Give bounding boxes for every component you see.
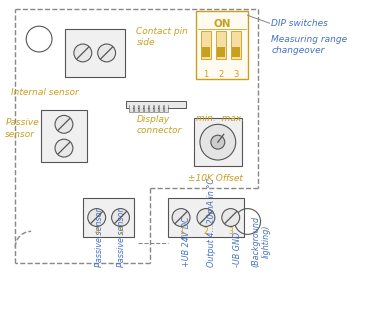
Circle shape	[88, 209, 106, 226]
Text: Passive
sensor: Passive sensor	[5, 118, 39, 139]
Text: Passive sensor: Passive sensor	[117, 208, 126, 267]
Bar	[194, 118, 242, 166]
Text: ON: ON	[213, 19, 230, 29]
Bar	[65, 29, 125, 77]
Circle shape	[222, 209, 240, 226]
Circle shape	[55, 115, 73, 133]
Bar	[83, 198, 134, 237]
Circle shape	[55, 139, 73, 157]
Text: 5: 5	[118, 227, 123, 236]
Bar	[216, 31, 226, 59]
Text: Internal sensor: Internal sensor	[11, 88, 79, 97]
Bar	[168, 198, 244, 237]
Text: 1: 1	[179, 227, 184, 236]
Text: Output 4…20mA in °C: Output 4…20mA in °C	[207, 178, 217, 267]
Text: (Background
lighting): (Background lighting)	[252, 216, 271, 267]
Bar	[130, 109, 133, 112]
Bar	[41, 110, 87, 162]
Text: 1: 1	[203, 70, 208, 79]
Bar	[231, 31, 241, 59]
Text: 3: 3	[233, 70, 238, 79]
Text: 2: 2	[204, 227, 208, 236]
Circle shape	[200, 124, 236, 160]
Circle shape	[74, 44, 92, 62]
Bar	[164, 109, 168, 112]
Bar	[144, 109, 148, 112]
Bar	[196, 11, 248, 79]
Text: 2: 2	[218, 70, 223, 79]
Bar	[154, 109, 158, 112]
Circle shape	[98, 44, 116, 62]
Text: DIP switches: DIP switches	[272, 19, 328, 28]
Bar	[202, 47, 210, 57]
Bar	[126, 100, 186, 109]
Bar	[149, 109, 153, 112]
Circle shape	[112, 209, 130, 226]
Bar	[139, 109, 143, 112]
Text: 3: 3	[228, 227, 233, 236]
Text: Measuring range
changeover: Measuring range changeover	[272, 35, 348, 55]
Circle shape	[197, 209, 215, 226]
Text: min.  max.: min. max.	[196, 114, 244, 123]
Text: ±10K Offset: ±10K Offset	[188, 174, 243, 183]
Circle shape	[172, 209, 190, 226]
Text: Contact pin
side: Contact pin side	[137, 27, 188, 47]
Bar	[232, 47, 240, 57]
Bar	[201, 31, 211, 59]
Circle shape	[211, 135, 225, 149]
Text: 4: 4	[94, 227, 99, 236]
Text: +UB 24V DC: +UB 24V DC	[182, 216, 191, 267]
Bar	[159, 109, 163, 112]
Bar	[134, 109, 139, 112]
Text: Passive sensor: Passive sensor	[95, 208, 104, 267]
Bar	[217, 47, 225, 57]
Text: Display
connector: Display connector	[137, 115, 182, 136]
Text: -UB GND: -UB GND	[233, 232, 242, 267]
